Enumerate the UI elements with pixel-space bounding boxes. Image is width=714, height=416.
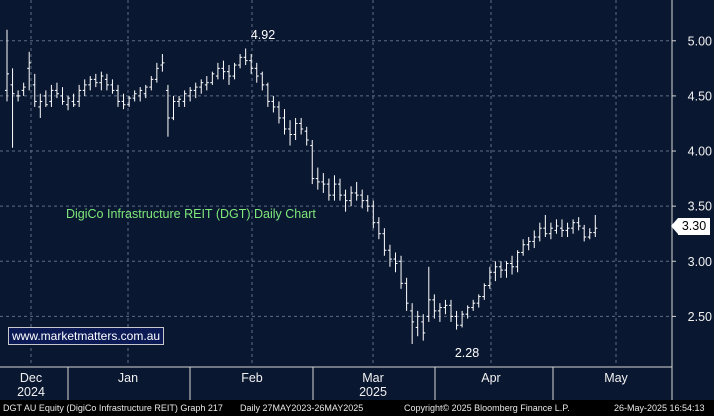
chart-title: DigiCo Infrastructure REIT (DGT) Daily C…: [66, 207, 316, 221]
y-tick-label: 5.00: [688, 34, 712, 48]
x-tick-year-label: 2025: [359, 385, 387, 399]
x-tick-label: Mar: [362, 371, 384, 385]
grid-lines: [0, 0, 672, 366]
x-tick-year-label: 2024: [17, 385, 45, 399]
x-tick-label: Jan: [118, 371, 138, 385]
price-bars: [5, 29, 598, 344]
footer-bar: DGT AU Equity (DigiCo Infrastructure REI…: [0, 400, 714, 416]
footer-timestamp: 26-May-2025 16:54:13: [614, 403, 705, 413]
footer-range: Daily 27MAY2023-26MAY2025: [240, 403, 364, 413]
x-tick-label: Dec: [20, 371, 42, 385]
y-tick-label: 4.50: [688, 89, 712, 103]
footer-copyright: Copyright© 2025 Bloomberg Finance L.P.: [404, 403, 570, 413]
low-annotation: 2.28: [455, 346, 479, 360]
footer-ticker: DGT AU Equity (DigiCo Infrastructure REI…: [3, 403, 223, 413]
last-price-flag: 3.30: [671, 218, 710, 235]
high-annotation: 4.92: [251, 28, 275, 42]
axes: [0, 0, 676, 400]
y-tick-label: 2.50: [688, 310, 712, 324]
x-tick-label: Feb: [241, 371, 263, 385]
x-tick-label: May: [604, 371, 628, 385]
y-tick-label: 4.00: [688, 145, 712, 159]
website-link[interactable]: www.marketmatters.com.au: [8, 327, 165, 345]
y-tick-label: 3.50: [688, 200, 712, 214]
x-tick-label: Apr: [481, 371, 500, 385]
y-tick-label: 3.00: [688, 255, 712, 269]
